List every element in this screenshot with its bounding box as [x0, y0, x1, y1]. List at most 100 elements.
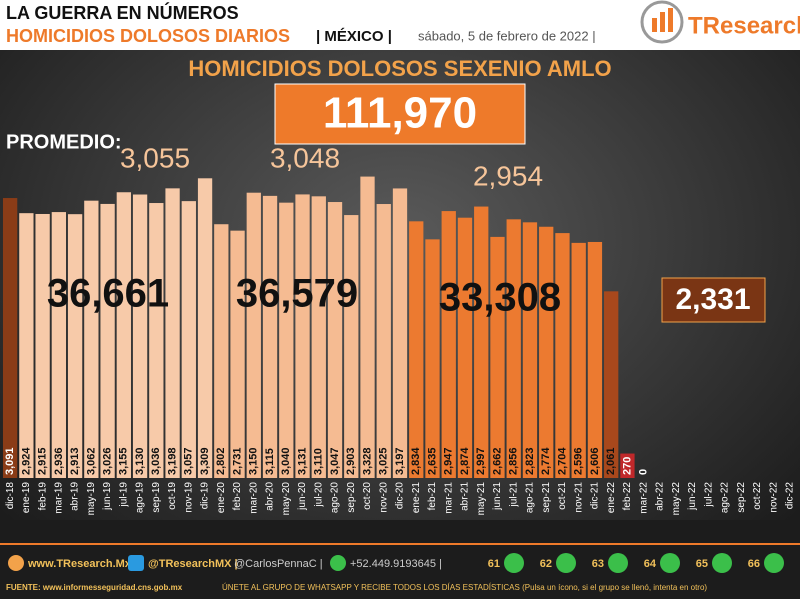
bar-group: 2,924: [19, 213, 34, 479]
value-label: 3,091: [4, 447, 16, 475]
bar-group: 2,802: [214, 224, 229, 478]
value-label: 2,936: [53, 447, 65, 475]
whatsapp-icon[interactable]: [556, 553, 576, 573]
value-label: 3,197: [394, 447, 406, 475]
whatsapp-icon[interactable]: [764, 553, 784, 573]
bar: [67, 214, 83, 478]
bar-group: 3,131: [295, 194, 310, 479]
x-tick-label: dic-18: [5, 482, 16, 510]
x-tick-label: mar-20: [248, 482, 259, 514]
bar-group: 3,036: [149, 203, 164, 478]
bar-group: 3,110: [311, 196, 326, 478]
bar: [311, 196, 326, 478]
value-label: 3,130: [134, 447, 146, 475]
whatsapp-icon[interactable]: [608, 553, 628, 573]
x-tick-label: abr-21: [460, 482, 471, 511]
bar: [35, 213, 50, 478]
bar: [522, 222, 538, 478]
bar-group: 3,155: [116, 192, 131, 479]
x-tick-label: abr-22: [655, 482, 666, 511]
yearly-total: 2,331: [675, 283, 750, 316]
bar: [425, 239, 440, 478]
x-tick-label: nov-19: [183, 482, 194, 513]
x-tick-label: mar-21: [443, 482, 454, 514]
bar: [19, 213, 34, 479]
header-country: | MÉXICO |: [316, 28, 392, 45]
value-label: 2,802: [215, 447, 227, 475]
value-label: 2,731: [231, 447, 243, 475]
bar-group: 270: [620, 453, 635, 478]
value-label: 2,834: [410, 447, 422, 475]
bar-group: 3,025: [376, 204, 391, 478]
value-label: 0: [638, 469, 650, 475]
value-label: 2,997: [475, 447, 487, 475]
bar-group: 3,309: [197, 178, 213, 479]
bar: [230, 230, 245, 478]
x-tick-label: dic-19: [200, 482, 211, 510]
bar-group: 3,150: [246, 192, 261, 478]
bar-group: 3,115: [262, 195, 278, 478]
x-tick-label: sep-21: [541, 482, 552, 513]
footer-twitter[interactable]: @TResearchMX |: [148, 558, 238, 570]
bar-group: 2,856: [506, 219, 521, 478]
bar-group: 2,061: [604, 291, 619, 478]
footer-twitter2[interactable]: @CarlosPennaC |: [234, 558, 323, 570]
value-label: 2,823: [524, 447, 536, 475]
x-tick-label: ene-20: [216, 482, 227, 514]
average: 3,055: [120, 142, 190, 173]
value-label: 3,057: [183, 447, 195, 475]
value-label: 3,150: [248, 447, 260, 475]
bar-group: 3,130: [132, 194, 148, 479]
x-tick-label: nov-21: [573, 482, 584, 513]
value-label: 2,915: [37, 447, 49, 475]
value-label: 3,025: [378, 447, 390, 475]
footer-phone[interactable]: +52.449.9193645 |: [350, 558, 442, 570]
value-label: 2,635: [426, 447, 438, 475]
yearly-total-box: [661, 277, 766, 323]
value-label: 3,110: [313, 448, 325, 475]
yearly-total: 33,308: [439, 276, 561, 320]
x-tick-label: jul-22: [703, 482, 714, 508]
x-tick-label: feb-21: [427, 482, 438, 511]
bar: [360, 176, 375, 478]
x-tick-label: may-21: [476, 482, 487, 516]
x-tick-label: ago-20: [330, 482, 341, 514]
bar-group: 3,198: [165, 188, 180, 478]
average: 3,048: [270, 142, 340, 173]
x-tick-label: ago-21: [525, 482, 536, 514]
bar-group: 3,026: [100, 203, 115, 479]
bar: [116, 192, 131, 479]
value-label: 3,047: [329, 447, 341, 475]
value-label: 2,947: [443, 447, 455, 475]
whatsapp-icon[interactable]: [660, 553, 680, 573]
group-number: 65: [696, 558, 708, 570]
value-label: 2,903: [345, 447, 357, 475]
group-number: 64: [644, 558, 657, 570]
whatsapp-icon[interactable]: [504, 553, 524, 573]
value-label: 3,155: [118, 447, 130, 475]
bar-group: 2,596: [571, 242, 586, 478]
bar: [344, 215, 359, 478]
bar-group: 2,774: [539, 226, 554, 478]
bar: [392, 188, 408, 478]
header-subtitle: HOMICIDIOS DOLOSOS DIARIOS: [6, 26, 290, 46]
value-label: 2,913: [69, 447, 81, 475]
x-tick-label: may-20: [281, 482, 292, 516]
bar-group: 3,057: [181, 201, 196, 478]
value-label: 2,662: [491, 447, 503, 475]
x-tick-label: oct-19: [167, 482, 178, 510]
value-label: 2,856: [508, 447, 520, 475]
x-tick-label: oct-22: [752, 482, 763, 510]
whatsapp-icon[interactable]: [712, 553, 732, 573]
bar: [539, 226, 554, 478]
footer-join: ÚNETE AL GRUPO DE WHATSAPP Y RECIBE TODO…: [222, 583, 707, 592]
value-label: 3,062: [85, 447, 97, 475]
header-date: sábado, 5 de febrero de 2022 |: [418, 28, 596, 43]
value-label: 3,036: [150, 447, 162, 475]
x-tick-label: sep-22: [736, 482, 747, 513]
footer-web[interactable]: www.TResearch.Mx |: [27, 558, 137, 570]
x-tick-label: nov-22: [768, 482, 779, 513]
bar-group: 2,874: [457, 217, 473, 479]
bar: [490, 236, 505, 478]
yearly-total: 36,579: [236, 272, 358, 316]
